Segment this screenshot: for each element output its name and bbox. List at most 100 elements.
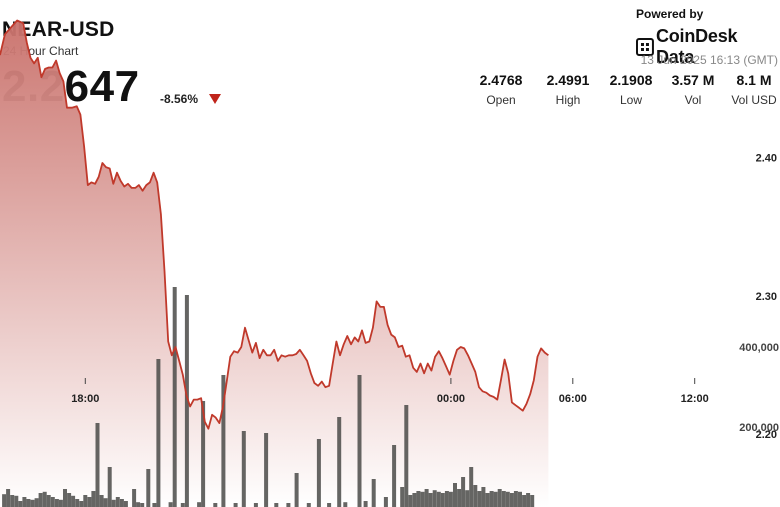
volume-bar	[294, 473, 299, 507]
volume-bar	[526, 493, 531, 507]
volume-bar	[453, 483, 457, 507]
volume-bar	[440, 493, 445, 507]
volume-bar	[34, 498, 39, 507]
volume-bar	[221, 375, 226, 507]
volume-bar	[91, 491, 96, 507]
volume-bar	[428, 493, 433, 507]
volume-bar	[306, 503, 311, 507]
x-tick-label: 00:00	[437, 393, 465, 405]
volume-bar	[111, 499, 116, 507]
volume-bar	[132, 489, 137, 507]
volume-bar	[400, 487, 405, 507]
volume-bar	[18, 501, 23, 507]
volume-bar	[327, 503, 332, 507]
volume-bar	[38, 493, 43, 507]
coindesk-logo-text: CoinDesk Data	[655, 26, 738, 67]
volume-bar	[103, 498, 108, 507]
volume-bar	[123, 501, 128, 507]
volume-bar	[337, 417, 342, 507]
volume-bar	[522, 495, 527, 507]
volume-bar	[241, 431, 246, 507]
x-tick-label: 06:00	[559, 393, 587, 405]
ticker-symbol: NEAR-USD	[2, 18, 115, 41]
volume-bar	[416, 491, 421, 507]
stat-open: 2.4768 Open	[479, 72, 523, 107]
price-tick-label: 2.20	[756, 429, 777, 441]
volume-bar	[213, 503, 218, 507]
volume-bar	[6, 489, 11, 507]
x-tick-label: 12:00	[681, 393, 709, 405]
volume-bar	[14, 495, 19, 507]
volume-bar	[436, 491, 441, 507]
chart-timestamp: 13 Jun 2025 16:13 (GMT)	[640, 53, 778, 67]
volume-bar	[392, 445, 397, 507]
stat-high: 2.4991 High	[543, 72, 593, 107]
price-area	[0, 20, 549, 507]
volume-bar	[201, 401, 206, 507]
volume-bar	[493, 491, 498, 507]
volume-bar	[87, 497, 92, 507]
stat-low: 2.1908 Low	[606, 72, 656, 107]
volume-bar	[485, 493, 490, 507]
volume-bar	[119, 499, 124, 507]
volume-bar	[75, 499, 80, 507]
stat-label: Vol	[684, 93, 702, 107]
price-tick-label: 2.30	[756, 291, 777, 303]
stat-value: 2.4768	[479, 72, 523, 88]
volume-bar	[505, 491, 510, 507]
volume-bar	[146, 469, 151, 507]
volume-bar	[54, 499, 59, 507]
volume-bar	[140, 503, 145, 507]
volume-bar	[408, 495, 413, 507]
volume-bar	[58, 499, 63, 507]
price-tick-label: 2.40	[756, 153, 777, 165]
volume-bar	[22, 497, 27, 507]
volume-bar	[477, 491, 482, 507]
volume-bar	[461, 477, 466, 507]
volume-bar	[530, 495, 535, 507]
volume-bar	[233, 503, 238, 507]
volume-bar	[2, 494, 7, 507]
volume-bar	[26, 499, 31, 507]
volume-bar	[518, 491, 522, 507]
volume-bar	[513, 491, 518, 507]
volume-bar	[497, 489, 502, 507]
volume-bar	[264, 433, 269, 507]
volume-tick-label: 400,000	[739, 342, 779, 354]
volume-bar	[79, 501, 84, 507]
volume-bar	[432, 490, 437, 507]
volume-bar	[457, 489, 462, 507]
x-tick-label: 18:00	[71, 393, 99, 405]
volume-bar	[67, 493, 72, 507]
down-arrow-icon	[209, 94, 221, 104]
volume-bar	[136, 502, 141, 507]
volume-bar	[444, 491, 449, 507]
volume-bar	[420, 491, 425, 507]
volume-bar	[168, 502, 173, 507]
volume-bar	[363, 501, 368, 507]
price-line	[0, 19, 549, 430]
stat-vol: 3.57 M Vol	[668, 72, 718, 107]
volume-tick-label: 200,000	[739, 422, 779, 434]
volume-bar	[469, 467, 474, 507]
volume-bar	[473, 485, 478, 507]
volume-bar	[465, 490, 470, 507]
volume-bar	[412, 493, 417, 507]
volume-bar	[501, 491, 506, 507]
stat-label: Vol USD	[731, 93, 777, 107]
stat-label: Low	[619, 93, 642, 107]
volume-bar	[46, 495, 51, 507]
volume-bar	[184, 295, 189, 507]
volume-bar	[10, 495, 15, 507]
volume-bar	[448, 491, 453, 507]
volume-bar	[274, 503, 279, 507]
volume-bar	[172, 287, 177, 507]
coindesk-logo-icon	[636, 38, 654, 56]
stat-value: 8.1 M	[736, 72, 772, 88]
volume-bar	[371, 479, 376, 507]
volume-bar	[197, 502, 202, 507]
volume-bar	[30, 499, 35, 507]
volume-bar	[107, 467, 112, 507]
volume-bar	[357, 375, 362, 507]
